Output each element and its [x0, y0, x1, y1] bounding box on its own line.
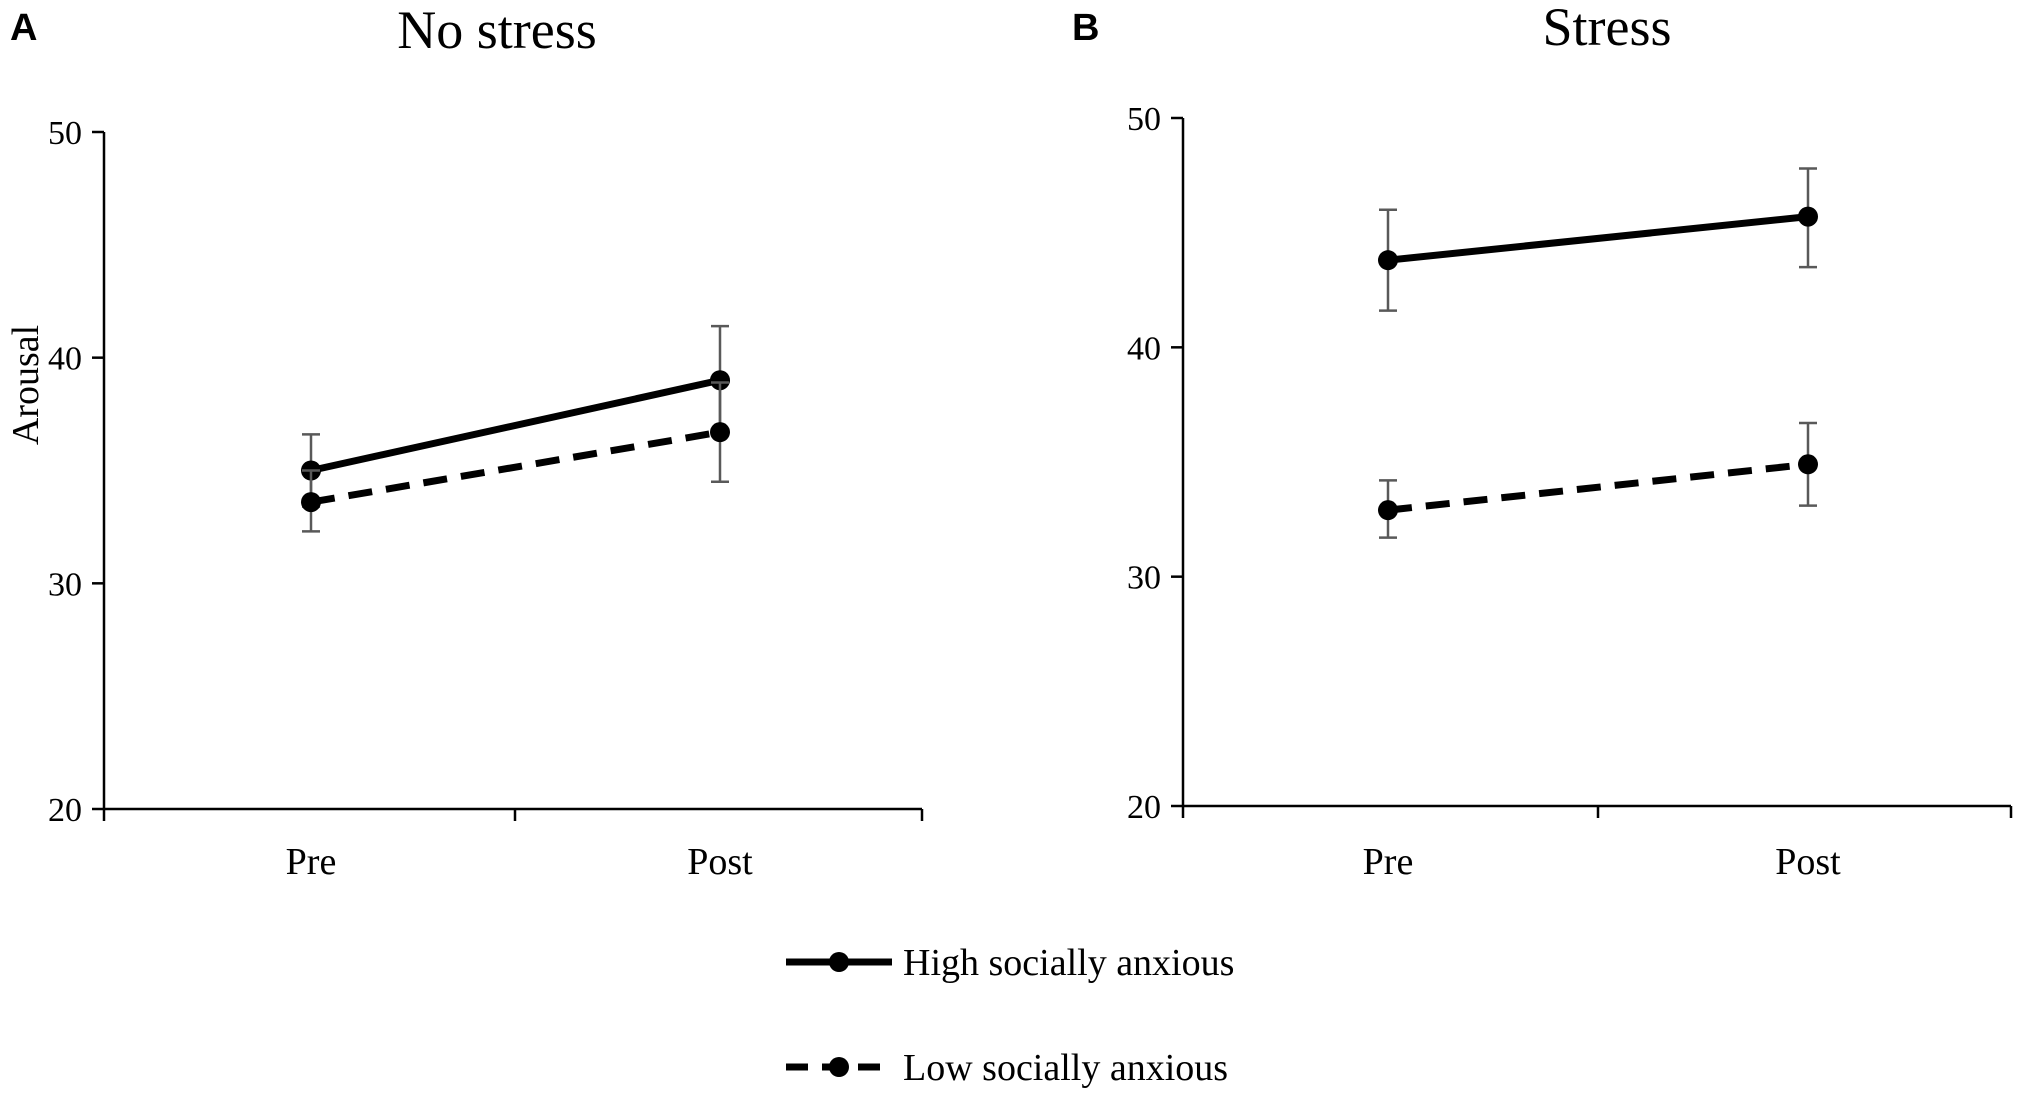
panel-b-series-low [1378, 421, 1818, 539]
panel-a-x-category-label: Pre [286, 841, 337, 883]
panel-a-x-category-label: Post [687, 841, 753, 883]
legend-low-marker [829, 1057, 849, 1077]
panel-a-title: No stress [397, 0, 597, 60]
legend: High socially anxious Low socially anxio… [786, 942, 1234, 1089]
panel-b-data-point [1798, 454, 1818, 475]
legend-high-label: High socially anxious [903, 942, 1234, 984]
panel-b-series-line [1387, 213, 1809, 264]
panel-a-y-tick-label: 40 [48, 341, 82, 378]
panel-a-y-tick-label: 50 [48, 115, 82, 152]
panel-b-series-line [1387, 460, 1809, 514]
panel-a-data-point [710, 370, 730, 391]
legend-entry-high: High socially anxious [786, 942, 1234, 984]
panel-a-series-line [310, 376, 721, 474]
panel-b-data-point [1378, 500, 1398, 521]
panel-b-data-point [1378, 250, 1398, 271]
panel-b-plot-area: 20 30 40 50 Pre Post [1127, 101, 2013, 883]
panel-b-y-tick-label: 40 [1127, 330, 1161, 367]
panel-a-data-point [301, 492, 321, 513]
panel-a: A No stress Arousal 20 30 40 50 Pre Post [5, 0, 924, 883]
panel-b-y-tick-label: 20 [1127, 789, 1161, 826]
panel-b-series-high [1378, 167, 1818, 312]
panel-a-letter: A [10, 7, 37, 49]
panel-a-series-line [310, 428, 721, 506]
panel-a-series-low [301, 381, 730, 533]
panel-a-y-tick-label: 30 [48, 566, 82, 603]
legend-low-label: Low socially anxious [903, 1047, 1228, 1089]
panel-b-data-point [1798, 206, 1818, 227]
panel-a-y-tick-label: 20 [48, 792, 82, 829]
legend-high-marker [829, 952, 849, 972]
panel-a-data-point [710, 422, 730, 443]
panel-b-letter: B [1072, 7, 1099, 49]
panel-a-y-axis-title: Arousal [5, 325, 47, 445]
panel-b-title: Stress [1542, 0, 1671, 57]
panel-a-plot-area: 20 30 40 50 Pre Post [48, 115, 924, 883]
panel-b-y-tick-label: 30 [1127, 560, 1161, 597]
legend-entry-low: Low socially anxious [786, 1047, 1228, 1089]
panel-b-y-tick-label: 50 [1127, 101, 1161, 138]
panel-b-x-category-label: Pre [1363, 841, 1414, 883]
panel-b-x-category-label: Post [1775, 841, 1841, 883]
panel-b: B Stress 20 30 40 50 Pre Post [1072, 0, 2013, 883]
